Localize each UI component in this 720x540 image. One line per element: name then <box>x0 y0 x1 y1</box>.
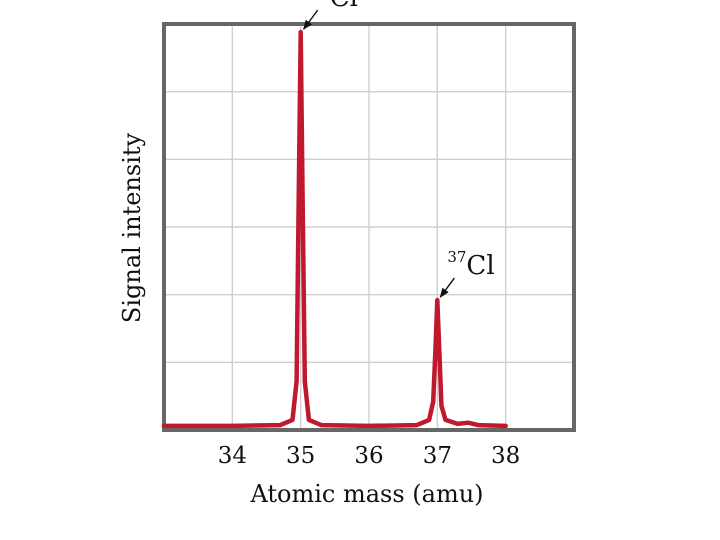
x-tick-label: 37 <box>423 443 452 469</box>
series-line <box>161 29 508 429</box>
x-tick-labels: 34 35 36 37 38 <box>218 443 521 469</box>
isotope-label: 35Cl <box>311 0 358 13</box>
plot-frame <box>162 22 576 432</box>
annotations: 35Cl37Cl <box>303 0 495 298</box>
series-group <box>161 29 508 429</box>
x-axis-title: Atomic mass (amu) <box>249 480 483 508</box>
x-tick-label: 36 <box>354 443 383 469</box>
isotope-label: 37Cl <box>447 248 494 281</box>
annotation-arrow <box>439 277 455 298</box>
x-tick-label: 35 <box>286 443 315 469</box>
isotope-symbol: Cl <box>330 0 358 13</box>
x-tick-label: 34 <box>218 443 247 469</box>
y-axis-title: Signal intensity <box>118 132 146 323</box>
annotation-arrow <box>303 9 319 30</box>
isotope-symbol: Cl <box>466 251 494 281</box>
x-tick-label: 38 <box>491 443 520 469</box>
isotope-mass-number: 37 <box>447 248 466 266</box>
